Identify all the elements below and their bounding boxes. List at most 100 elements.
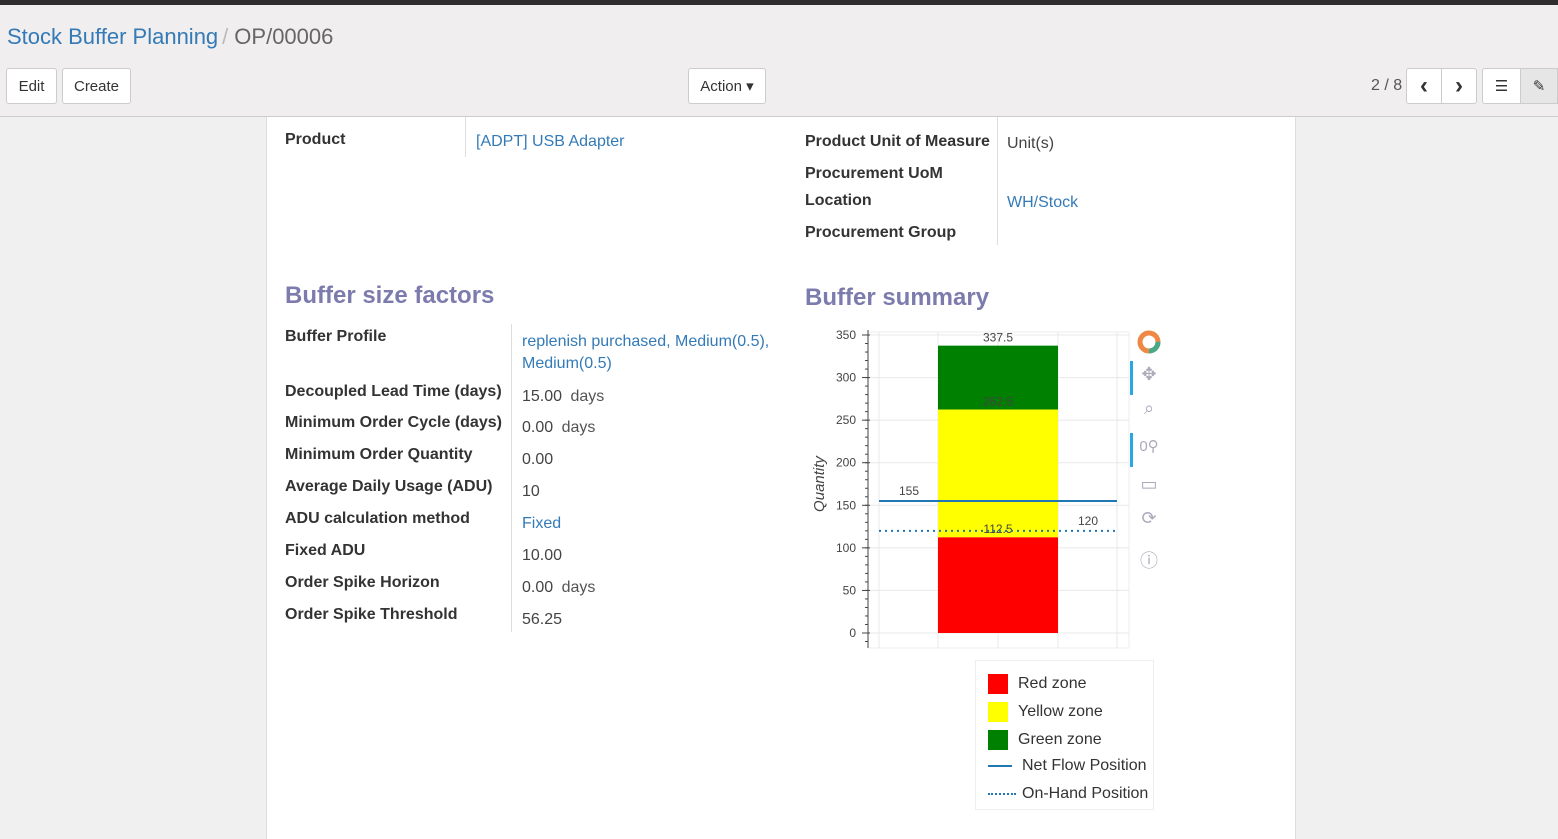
factor-value[interactable]: Fixed bbox=[522, 513, 782, 535]
legend-swatch bbox=[988, 765, 1012, 767]
legend-swatch bbox=[988, 702, 1008, 722]
factor-value-text: 56.25 bbox=[522, 611, 563, 628]
control-panel: Stock Buffer Planning / OP/00006 Edit Crea… bbox=[0, 5, 1558, 117]
legend-onhand: On-Hand Position bbox=[988, 785, 1148, 803]
bar-data-label: 337.5 bbox=[983, 331, 1013, 345]
factor-value-text: 10.00 bbox=[522, 547, 563, 564]
y-tick-label: 250 bbox=[836, 413, 856, 427]
active-tool-indicator bbox=[1130, 433, 1133, 467]
y-axis-label: Quantity bbox=[811, 455, 828, 512]
factor-value: 56.25 bbox=[522, 609, 782, 631]
legend-green: Green zone bbox=[988, 730, 1102, 750]
factor-unit: days bbox=[561, 579, 596, 596]
uom-value: Unit(s) bbox=[1007, 135, 1055, 152]
factor-value-text: 0.00 bbox=[522, 451, 554, 468]
factor-value: 0.00 days bbox=[522, 417, 782, 439]
product-label: Product bbox=[285, 131, 346, 148]
create-button[interactable]: Create bbox=[62, 68, 131, 104]
action-dropdown[interactable]: Action ▾ bbox=[688, 68, 766, 104]
factor-value-text[interactable]: Fixed bbox=[522, 515, 562, 532]
y-tick-label: 50 bbox=[843, 583, 857, 597]
active-tool-indicator bbox=[1130, 361, 1133, 395]
product-value[interactable]: [ADPT] USB Adapter bbox=[476, 133, 625, 150]
help-icon[interactable]: ⓘ bbox=[1140, 551, 1158, 571]
bar-yellow-zone bbox=[938, 409, 1058, 538]
next-button[interactable]: › bbox=[1441, 68, 1477, 104]
factor-unit: days bbox=[570, 388, 605, 405]
factor-value: 0.00 days bbox=[522, 577, 782, 599]
factor-value-text: 10 bbox=[522, 483, 540, 500]
legend-swatch bbox=[988, 674, 1008, 694]
y-tick-label: 100 bbox=[836, 541, 856, 555]
factor-value-text: 15.00 bbox=[522, 388, 563, 405]
box-zoom-icon[interactable]: ⌕ bbox=[1143, 398, 1155, 418]
legend-label: Yellow zone bbox=[1018, 703, 1103, 720]
bar-data-label: 112.5 bbox=[983, 522, 1012, 536]
wheel-zoom-icon[interactable]: 0⚲ bbox=[1139, 438, 1159, 455]
save-icon[interactable]: ▭ bbox=[1140, 474, 1158, 494]
factor-label: Fixed ADU bbox=[285, 542, 366, 559]
y-tick-label: 200 bbox=[836, 456, 856, 470]
bar-data-label: 262.5 bbox=[983, 395, 1013, 409]
proc-uom-label: Procurement UoM bbox=[805, 165, 943, 182]
legend-label: Net Flow Position bbox=[1022, 757, 1147, 774]
location-label: Location bbox=[805, 192, 872, 209]
y-tick-label: 300 bbox=[836, 371, 856, 385]
edit-form-icon: ✎ bbox=[1532, 78, 1546, 95]
factor-label: Minimum Order Cycle (days) bbox=[285, 414, 502, 431]
factor-label: Decoupled Lead Time (days) bbox=[285, 383, 502, 400]
factor-label: Minimum Order Quantity bbox=[285, 446, 473, 463]
legend-red: Red zone bbox=[988, 674, 1087, 694]
form-view-button[interactable]: ✎ bbox=[1520, 68, 1558, 104]
divider bbox=[997, 117, 998, 245]
net-flow-label: 155 bbox=[899, 484, 919, 498]
legend-label: Red zone bbox=[1018, 675, 1087, 692]
divider bbox=[465, 117, 466, 157]
bar-red-zone bbox=[938, 537, 1058, 633]
factors-title: Buffer size factors bbox=[285, 282, 495, 309]
buffer-chart: 0 50 100 150 200 250 300 350 Quantity 112.5 262.5 3… bbox=[811, 328, 1130, 649]
location-value[interactable]: WH/Stock bbox=[1007, 194, 1079, 211]
edit-button[interactable]: Edit bbox=[6, 68, 57, 104]
divider bbox=[511, 324, 512, 632]
pager-value[interactable]: 2 / 8 bbox=[1371, 77, 1403, 94]
factor-label: Order Spike Horizon bbox=[285, 574, 440, 591]
legend-swatch bbox=[988, 793, 1016, 795]
legend-label: On-Hand Position bbox=[1022, 785, 1149, 802]
factor-value[interactable]: replenish purchased, Medium(0.5), Medium(… bbox=[522, 331, 782, 375]
group-label: Procurement Group bbox=[805, 224, 957, 241]
factor-label: Order Spike Threshold bbox=[285, 606, 458, 623]
factor-label: ADU calculation method bbox=[285, 510, 470, 527]
y-tick-label: 0 bbox=[849, 626, 856, 640]
bokeh-logo-icon[interactable] bbox=[1137, 330, 1161, 354]
factor-label: Average Daily Usage (ADU) bbox=[285, 478, 493, 495]
chart-legend: Red zone Yellow zone Green zone Net Flow… bbox=[975, 660, 1154, 810]
uom-label: Product Unit of Measure bbox=[805, 133, 990, 150]
factor-value: 15.00 days bbox=[522, 386, 782, 408]
y-tick-label: 350 bbox=[836, 328, 856, 342]
factor-value-text: 0.00 bbox=[522, 419, 554, 436]
factor-value-text: 0.00 bbox=[522, 579, 554, 596]
bar-green-zone bbox=[938, 345, 1058, 410]
reset-icon[interactable]: ⟳ bbox=[1141, 508, 1157, 528]
legend-netflow: Net Flow Position bbox=[988, 757, 1147, 775]
factor-unit: days bbox=[561, 419, 596, 436]
y-tick-label: 150 bbox=[836, 498, 856, 512]
factor-value: 10 bbox=[522, 481, 782, 503]
list-icon: ☰ bbox=[1494, 78, 1509, 95]
factor-value-text[interactable]: replenish purchased, Medium(0.5), bbox=[522, 333, 770, 350]
prev-button[interactable]: ‹ bbox=[1406, 68, 1442, 104]
breadcrumb-parent[interactable]: Stock Buffer Planning bbox=[7, 24, 219, 49]
factor-value: 0.00 bbox=[522, 449, 782, 471]
breadcrumb-separator: / bbox=[222, 24, 229, 49]
top-bar bbox=[0, 0, 1558, 5]
breadcrumb-current: OP/00006 bbox=[234, 24, 334, 49]
factor-label: Buffer Profile bbox=[285, 328, 387, 345]
factor-value-text[interactable]: Medium(0.5) bbox=[522, 355, 612, 372]
breadcrumb: Stock Buffer Planning / OP/00006 bbox=[7, 24, 333, 50]
factor-value: 10.00 bbox=[522, 545, 782, 567]
list-view-button[interactable]: ☰ bbox=[1482, 68, 1521, 104]
pan-icon[interactable]: ✥ bbox=[1141, 364, 1157, 384]
legend-swatch bbox=[988, 730, 1008, 750]
on-hand-label: 120 bbox=[1078, 514, 1098, 528]
